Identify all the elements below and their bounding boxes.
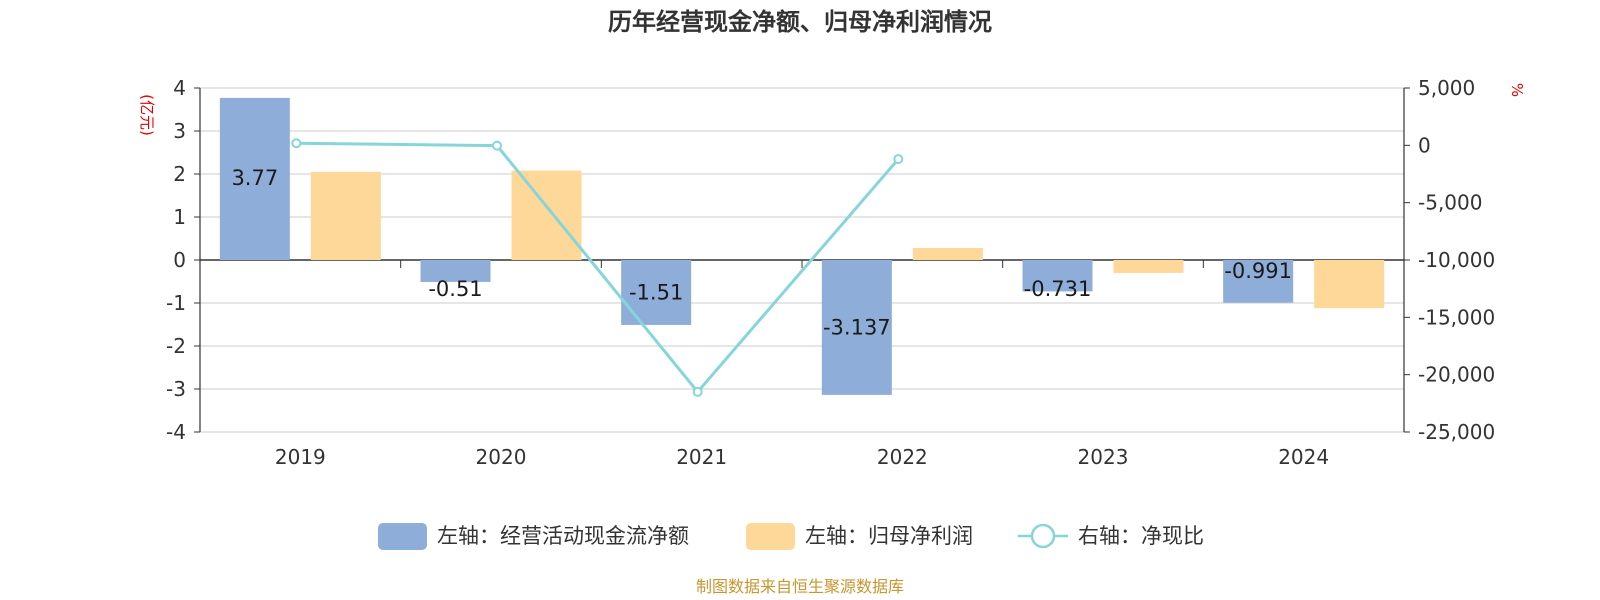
left-tick-label: 2: [173, 162, 186, 186]
left-tick-label: 4: [173, 76, 186, 100]
data-label-cashflow: -0.51: [428, 277, 482, 301]
right-axis-unit: %: [1508, 83, 1526, 97]
bars: [219, 97, 1385, 395]
x-tick-label: 2022: [877, 445, 928, 469]
left-tick-label: -1: [166, 291, 186, 315]
x-tick-label: 2024: [1278, 445, 1329, 469]
bar-cashflow: [420, 260, 491, 282]
legend-swatch-profit: [746, 523, 795, 550]
left-tick-label: 1: [173, 205, 186, 229]
legend-label-ratio: 右轴：净现比: [1078, 524, 1204, 548]
legend-label-cashflow: 左轴：经营活动现金流净额: [437, 524, 689, 548]
bar-profit: [912, 247, 983, 260]
ratio-point: [492, 140, 502, 151]
right-tick-label: 0: [1418, 133, 1431, 157]
ratio-point: [291, 138, 302, 149]
x-tick-label: 2023: [1078, 445, 1129, 469]
legend: 左轴：经营活动现金流净额 左轴：归母净利润 右轴：净现比: [378, 523, 1204, 550]
data-label-cashflow: 3.77: [231, 166, 278, 190]
right-tick-label: 5,000: [1418, 76, 1475, 100]
x-axis: 2019 2020 2021 2022 2023 2024: [199, 260, 1405, 469]
legend-swatch-cashflow: [378, 523, 427, 550]
left-tick-label: 3: [173, 119, 186, 143]
ratio-line-path: [296, 141, 900, 395]
data-label-cashflow: -0.731: [1024, 277, 1092, 301]
data-labels: 3.77 -0.51 -1.51 -3.137 -0.731 -0.991: [231, 166, 1292, 340]
bar-cashflow: [821, 260, 892, 395]
left-axis-unit: (亿元): [138, 94, 156, 136]
right-tick-label: -5,000: [1418, 191, 1482, 215]
left-tick-label: -2: [166, 334, 186, 358]
data-label-cashflow: -1.51: [629, 280, 683, 304]
left-axis: 4 3 2 1 0 -1 -2 -3 -4: [166, 76, 201, 444]
left-tick-label: -4: [166, 420, 186, 444]
legend-swatch-ratio-marker: [1030, 523, 1056, 549]
ratio-point: [893, 154, 904, 165]
x-tick-label: 2019: [275, 445, 326, 469]
right-axis: 5,000 0 -5,000 -10,000 -15,000 -20,000 -25,000: [1403, 76, 1495, 444]
source-note: 制图数据来自恒生聚源数据库: [696, 577, 904, 596]
ratio-point: [692, 386, 703, 397]
bar-profit: [1113, 260, 1184, 273]
right-tick-label: -20,000: [1418, 363, 1495, 387]
chart-title: 历年经营现金净额、归母净利润情况: [608, 8, 992, 36]
ratio-line: [291, 138, 904, 397]
bar-cashflow: [1223, 260, 1294, 303]
right-tick-label: -25,000: [1418, 420, 1495, 444]
data-label-cashflow: -3.137: [823, 315, 891, 339]
bar-profit: [310, 171, 381, 260]
bar-cashflow: [1022, 260, 1093, 292]
bar-cashflow: [219, 97, 290, 260]
right-tick-label: -15,000: [1418, 305, 1495, 329]
x-tick-label: 2020: [476, 445, 527, 469]
right-tick-label: -10,000: [1418, 248, 1495, 272]
left-tick-label: 0: [173, 248, 186, 272]
data-label-cashflow: -0.991: [1224, 259, 1292, 283]
bar-profit: [1314, 260, 1385, 309]
left-tick-label: -3: [166, 377, 186, 401]
x-tick-label: 2021: [676, 445, 727, 469]
legend-label-profit: 左轴：归母净利润: [805, 524, 973, 548]
bar-profit: [511, 170, 582, 260]
